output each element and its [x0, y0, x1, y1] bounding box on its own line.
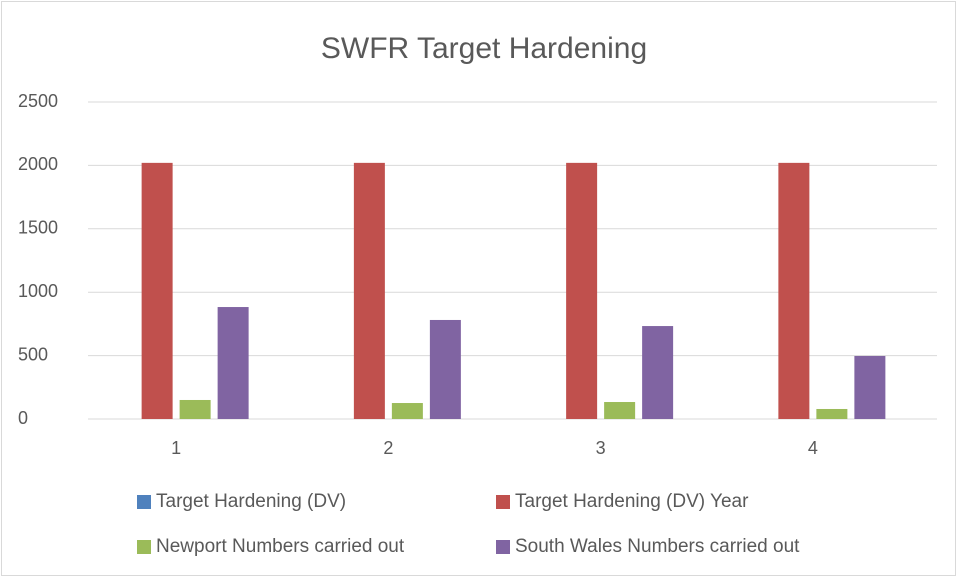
y-tick-label: 1000 [18, 281, 58, 301]
x-tick-label: 4 [808, 438, 818, 458]
bar [566, 162, 598, 419]
x-tick-label: 1 [171, 438, 181, 458]
y-tick-label: 0 [18, 408, 28, 428]
legend-swatch [496, 540, 510, 554]
legend-label: Target Hardening (DV) Year [515, 491, 749, 512]
bar [778, 162, 810, 419]
legend-label: Target Hardening (DV) [156, 491, 346, 512]
y-tick-label: 2500 [18, 91, 58, 111]
y-tick-label: 2000 [18, 154, 58, 174]
bar [429, 319, 461, 419]
legend-swatch [137, 495, 151, 509]
bar [604, 402, 636, 419]
x-tick-label: 2 [383, 438, 393, 458]
bar [217, 307, 249, 419]
legend-swatch [137, 540, 151, 554]
legend-swatch [496, 495, 510, 509]
y-tick-label: 500 [18, 344, 48, 364]
bar [141, 162, 173, 419]
bar [391, 403, 423, 419]
bar [854, 355, 886, 419]
x-tick-label: 3 [596, 438, 606, 458]
bar [816, 408, 848, 419]
bar [353, 162, 385, 419]
legend-label: South Wales Numbers carried out [515, 536, 800, 557]
y-tick-label: 1500 [18, 218, 58, 238]
legend-label: Newport Numbers carried out [156, 536, 405, 557]
chart-title: SWFR Target Hardening [321, 32, 647, 65]
bar [642, 326, 674, 419]
bar [179, 399, 211, 419]
